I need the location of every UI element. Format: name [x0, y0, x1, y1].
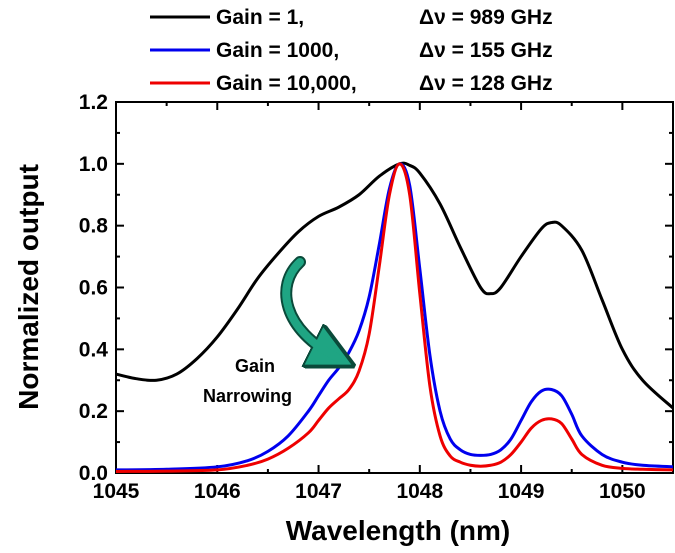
annotation-line1: Gain — [235, 356, 275, 376]
curved-arrow-fill — [282, 258, 342, 362]
plot-lines — [115, 161, 675, 473]
legend-entry: Gain = 10,000, Δν = 128 GHz — [150, 72, 553, 95]
legend-entry: Gain = 1000, Δν = 155 GHz — [150, 39, 553, 62]
x-tick-label: 1046 — [194, 480, 241, 503]
series-line — [115, 162, 674, 472]
legend-delta: Δν = 989 GHz — [419, 6, 553, 29]
legend-label: Gain = 1, — [216, 6, 304, 29]
y-tick-label: 0.2 — [79, 400, 108, 423]
x-tick-labels: 1045 1046 1047 1048 1049 1050 — [93, 480, 646, 503]
series-line — [115, 161, 675, 410]
y-tick-label: 0.8 — [79, 215, 109, 238]
legend: Gain = 1, Δν = 989 GHz Gain = 1000, Δν =… — [150, 6, 553, 95]
legend-label: Gain = 1000, — [216, 39, 339, 62]
legend-label: Gain = 10,000, — [216, 72, 357, 95]
legend-delta: Δν = 155 GHz — [419, 39, 553, 62]
x-tick-label: 1049 — [498, 480, 545, 503]
annotation-line2: Narrowing — [203, 386, 292, 406]
x-axis-title: Wavelength (nm) — [286, 515, 511, 546]
legend-entry: Gain = 1, Δν = 989 GHz — [150, 6, 553, 29]
y-tick-label: 1.0 — [79, 153, 108, 176]
y-tick-label: 0.0 — [79, 462, 108, 485]
legend-delta: Δν = 128 GHz — [419, 72, 553, 95]
x-tick-label: 1048 — [396, 480, 443, 503]
gain-narrowing-annotation: Gain Narrowing — [203, 256, 342, 406]
series-line — [115, 162, 674, 473]
y-tick-label: 1.2 — [79, 91, 108, 114]
x-tick-label: 1047 — [295, 480, 342, 503]
y-tick-labels: 0.0 0.2 0.4 0.6 0.8 1.0 1.2 — [79, 91, 109, 485]
y-tick-label: 0.6 — [79, 277, 108, 300]
plot-frame — [115, 101, 674, 474]
axis-ticks — [115, 101, 673, 474]
x-tick-label: 1050 — [599, 480, 646, 503]
x-tick-label: 1045 — [93, 480, 140, 503]
y-tick-label: 0.4 — [79, 338, 109, 361]
y-axis-title: Normalized output — [13, 164, 44, 410]
